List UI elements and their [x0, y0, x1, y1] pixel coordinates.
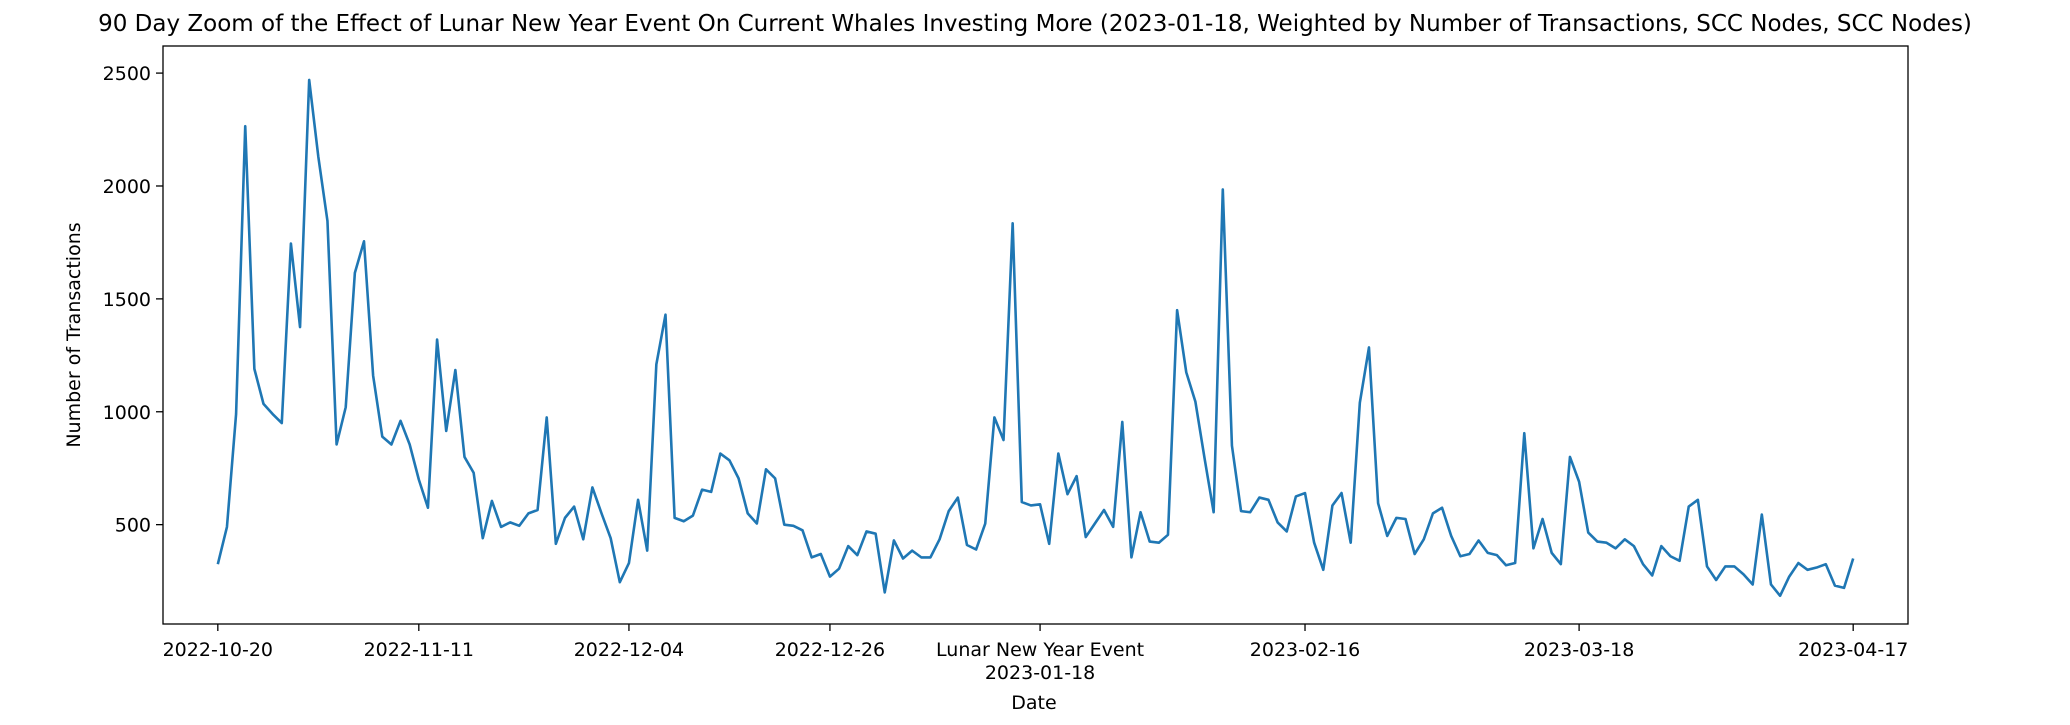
x-tick-label: 2022-10-20 [163, 639, 273, 661]
y-tick-label: 1500 [103, 289, 151, 311]
x-axis-label: Date [1011, 692, 1056, 714]
y-tick-label: 500 [115, 515, 151, 537]
x-tick-label: 2022-12-26 [775, 639, 885, 661]
chart-title: 90 Day Zoom of the Effect of Lunar New Y… [98, 11, 1972, 37]
x-tick-label: 2022-11-11 [364, 639, 474, 661]
axes-frame [162, 45, 1909, 625]
y-tick-label: 2000 [103, 176, 151, 198]
y-tick-label: 2500 [103, 63, 151, 85]
series-line [216, 78, 1855, 598]
x-tick-label: 2022-12-04 [574, 639, 684, 661]
plot-area [216, 78, 1855, 598]
y-axis-ticks: 500 1000 1500 2000 2500 [103, 63, 163, 537]
x-tick-label: Lunar New Year Event [936, 639, 1144, 661]
x-tick-label-secondary: 2023-01-18 [985, 662, 1095, 684]
x-tick-label: 2023-03-18 [1524, 639, 1634, 661]
x-tick-label: 2023-04-17 [1798, 639, 1908, 661]
x-axis-ticks: 2022-10-20 2022-11-11 2022-12-04 2022-12-26… [163, 624, 1908, 684]
x-tick-label: 2023-02-16 [1250, 639, 1360, 661]
y-axis-label: Number of Transactions [63, 222, 85, 447]
y-tick-label: 1000 [103, 402, 151, 424]
